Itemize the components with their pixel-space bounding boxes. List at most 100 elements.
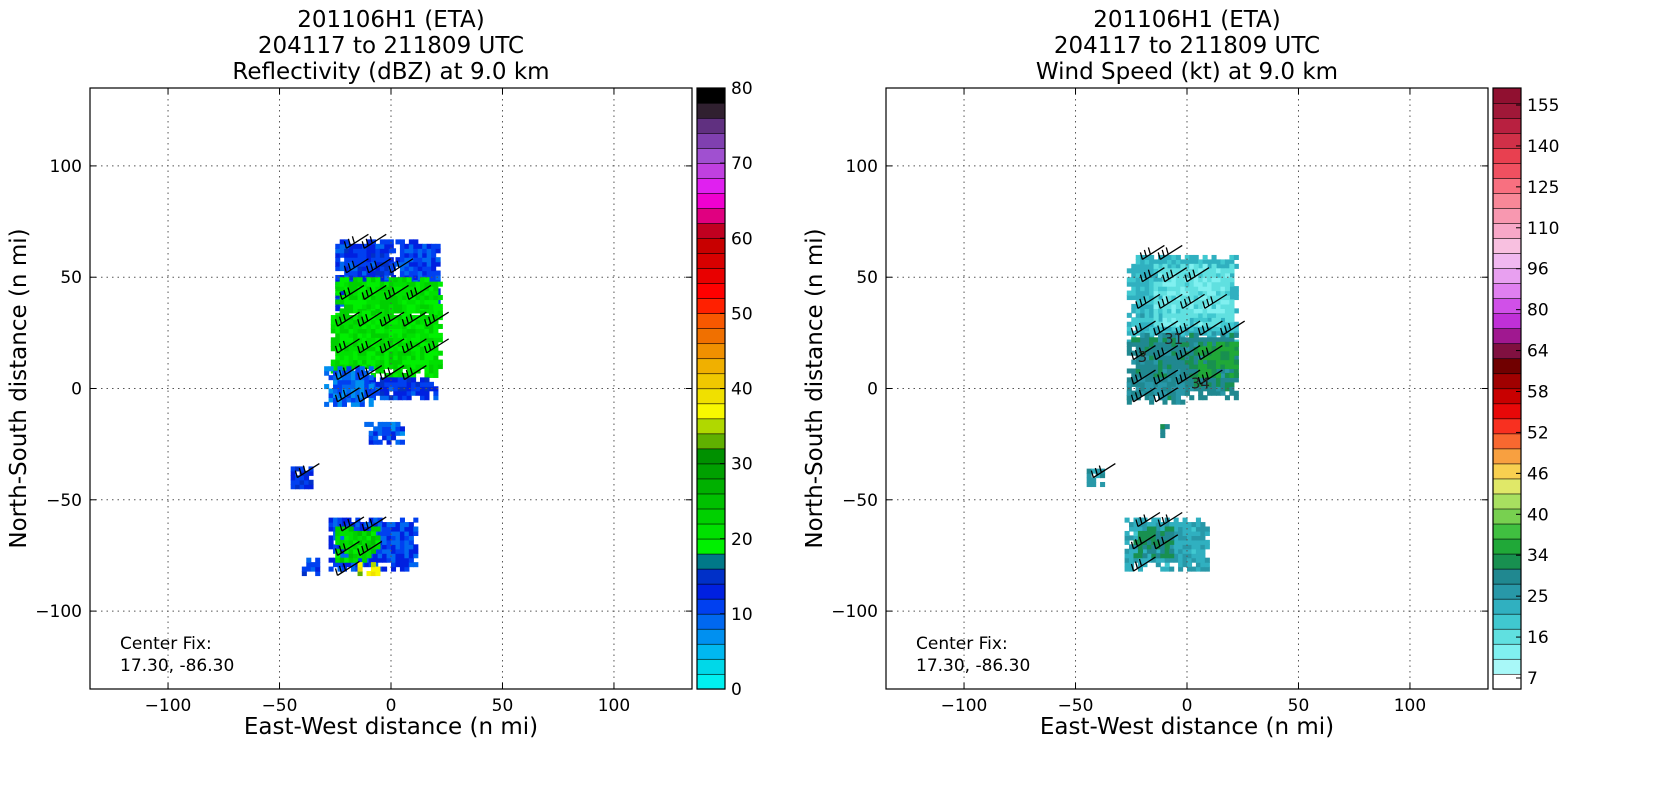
grid	[886, 88, 1488, 689]
data-cell	[375, 252, 381, 258]
data-cell	[384, 323, 390, 329]
data-cell	[411, 386, 417, 392]
data-cell	[295, 479, 301, 485]
data-cell	[426, 257, 432, 263]
colorbar-segment	[696, 313, 726, 329]
data-cell	[1140, 346, 1146, 352]
data-cell	[362, 350, 368, 356]
data-cell	[377, 553, 383, 559]
data-cell	[315, 557, 321, 563]
data-cell	[1229, 386, 1235, 392]
data-cell	[397, 315, 403, 321]
colorbar-segment	[1492, 433, 1522, 450]
data-cell	[1135, 317, 1141, 323]
data-cell	[379, 239, 385, 245]
data-cell	[366, 248, 372, 254]
data-cell	[1215, 303, 1222, 309]
data-cell	[1180, 364, 1186, 370]
data-cell	[1160, 433, 1166, 439]
data-cell	[344, 303, 350, 309]
data-cell	[1171, 381, 1177, 387]
data-cell	[1220, 303, 1226, 309]
data-cell	[1126, 312, 1132, 318]
data-cell	[399, 266, 405, 272]
data-cell	[1224, 317, 1230, 323]
data-cell	[1195, 517, 1201, 523]
data-cell	[1095, 468, 1101, 474]
data-cell	[366, 257, 372, 263]
data-cell	[339, 266, 345, 272]
wind-barb	[1197, 320, 1223, 336]
data-cell	[375, 270, 381, 276]
data-cell	[375, 328, 381, 334]
colorbar-segment	[696, 493, 726, 510]
data-cell	[1180, 368, 1186, 374]
data-cell	[377, 548, 383, 554]
data-cell	[382, 426, 388, 432]
data-cell	[1166, 381, 1172, 387]
data-cell	[419, 299, 426, 305]
data-cell	[375, 257, 381, 263]
data-cell	[393, 355, 399, 361]
data-cell	[384, 395, 390, 401]
data-cell	[333, 522, 339, 528]
data-cell	[375, 566, 381, 572]
data-cell	[1224, 299, 1230, 305]
data-cell	[1189, 350, 1195, 356]
data-cell	[1142, 562, 1148, 568]
data-cell	[1229, 263, 1235, 269]
data-cell	[344, 286, 350, 292]
data-cell	[1146, 539, 1152, 545]
data-cell	[397, 386, 403, 392]
data-cell	[382, 566, 388, 572]
data-cell	[1180, 277, 1186, 283]
data-cell	[335, 299, 341, 305]
data-cell	[344, 526, 350, 532]
data-cell	[428, 299, 434, 305]
data-cell	[328, 544, 334, 550]
data-cell	[357, 337, 363, 343]
data-cell	[433, 290, 439, 296]
data-cell	[424, 377, 430, 383]
data-cell	[384, 270, 390, 276]
data-cell	[362, 303, 368, 309]
data-cell	[1166, 317, 1172, 323]
data-cell	[1129, 557, 1135, 563]
data-cell	[1184, 286, 1190, 292]
data-cell	[406, 372, 412, 378]
data-cell	[357, 319, 363, 325]
data-cell	[344, 535, 350, 541]
data-cell	[393, 323, 399, 329]
data-cell	[397, 341, 403, 347]
data-cell	[362, 328, 368, 334]
data-cell	[1229, 268, 1235, 274]
data-cell	[393, 337, 399, 343]
data-cell	[357, 266, 363, 272]
data-cell	[370, 270, 376, 276]
data-cell	[1193, 290, 1199, 296]
data-cell	[397, 328, 403, 334]
data-cell	[375, 359, 381, 365]
data-cell	[1160, 530, 1166, 537]
data-cell	[413, 239, 419, 245]
data-cell	[350, 370, 356, 376]
data-cell	[344, 359, 350, 365]
data-cell	[1164, 557, 1170, 563]
data-cell	[348, 548, 354, 554]
data-cell	[384, 355, 390, 361]
data-cell	[1184, 337, 1190, 343]
data-cell	[1202, 281, 1208, 287]
data-cell	[362, 323, 368, 329]
data-cell	[1171, 277, 1177, 283]
colorbar-segment	[1492, 283, 1522, 299]
data-cell	[1162, 332, 1168, 338]
data-cell	[1211, 295, 1217, 301]
data-cell	[406, 337, 412, 343]
data-cell	[1173, 539, 1179, 545]
data-cell	[426, 248, 432, 254]
data-cell	[1182, 522, 1188, 528]
data-cell	[1166, 326, 1172, 332]
data-cell	[362, 274, 368, 281]
data-cell	[362, 315, 368, 321]
colorbar-segment	[696, 87, 726, 104]
